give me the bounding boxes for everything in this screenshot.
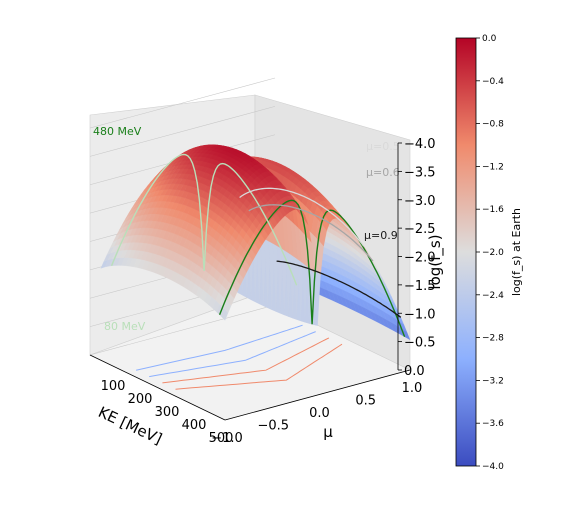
y-tick-label: 0.5 [355,394,376,409]
x-tick-label: 500 [209,431,234,446]
colorbar-tick-label: −2.8 [482,334,504,344]
z-tick-label: 0.0 [404,364,425,379]
y-tick-label: 0.0 [309,406,330,421]
colorbar-tick-label: −1.2 [482,162,504,172]
z-axis-label: log(f_s) [426,234,445,289]
surface-patch [402,329,411,341]
colorbar-tick-label: 0.0 [482,34,497,44]
z-tick-label: −0.5 [404,336,436,351]
x-tick-label: 100 [101,379,126,394]
colorbar-tick-label: −2.4 [482,291,504,301]
floor-contour [162,337,330,384]
colorbar-tick-label: −1.6 [482,205,504,215]
mu-curve [248,204,374,262]
x-tick-label: 300 [155,405,180,420]
colorbar-label: log(f_s) at Earth [510,208,523,296]
colorbar-tick-label: −0.8 [482,120,504,130]
mu-curve [239,187,365,247]
z-tick-label: −1.5 [404,279,436,294]
surface-curves [110,153,406,337]
curve-label-mu-a: μ=0.5 [366,140,400,153]
x-tick-label: 400 [182,418,207,433]
z-tick-label: −4.0 [404,137,436,152]
pane-gridline [89,106,276,157]
x-axis-line [89,354,226,421]
pane-gridline [89,77,276,129]
y-tick-label: 1.0 [402,381,423,396]
curve-label-mu-b: μ=0.6 [366,166,400,179]
colorbar-tick-label: −4.0 [482,462,504,472]
curve-label-480: 480 MeV [93,125,142,138]
colorbar-tick-label: −2.0 [482,248,504,258]
colorbar: 0.0 −0.4 −0.8 −1.2 −1.6 −2.0 −2.4 −2.8 −3.2 −3.6 −… [455,34,504,472]
y-axis-label: μ [323,423,333,441]
y-tick-label: −0.5 [257,419,289,434]
ke-curve [218,199,406,337]
curve-label-80: 80 MeV [104,320,146,333]
ke-curve [110,153,298,286]
floor-contour [175,343,343,390]
z-tick-label: −2.0 [404,251,436,266]
y-axis: −1.0 −0.5 0.0 0.5 1.0 [211,369,423,446]
colorbar-gradient [455,37,477,467]
x-tick-label: 200 [128,392,153,407]
floor-contours [135,324,343,390]
z-tick-label: −1.0 [404,307,436,322]
floor-contour [135,324,303,371]
y-tick-label: −1.0 [211,431,243,446]
z-tick-label: −3.5 [404,165,436,180]
curve-label-mu-c: μ=0.9 [364,229,398,242]
colorbar-tick-label: −0.4 [482,77,504,87]
z-tick-label: −2.5 [404,222,436,237]
colorbar-tick-label: −3.2 [482,376,504,386]
pane-gridline [89,304,276,356]
colorbar-ticks: 0.0 −0.4 −0.8 −1.2 −1.6 −2.0 −2.4 −2.8 −3.2 −3.6 −… [476,34,504,472]
floor-contour [149,331,316,378]
colorbar-tick-label: −3.6 [482,419,504,429]
z-tick-label: −3.0 [404,194,436,209]
z-axis: −4.0 −3.5 −3.0 −2.5 −2.0 −1.5 −1.0 −0.5 0.0 [397,137,436,379]
y-axis-line [224,369,411,421]
mu-curve [276,260,402,318]
